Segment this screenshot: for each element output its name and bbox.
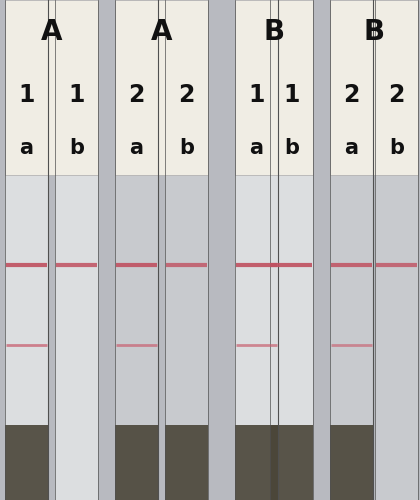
Bar — [235, 0, 313, 175]
Text: a: a — [129, 138, 144, 158]
Text: B: B — [263, 18, 285, 46]
Text: 1: 1 — [68, 83, 85, 107]
Bar — [5, 425, 48, 500]
Text: A: A — [41, 18, 62, 46]
Bar — [5, 0, 48, 500]
Bar — [270, 425, 313, 500]
Bar — [5, 0, 98, 175]
Text: 2: 2 — [178, 83, 195, 107]
Bar — [165, 425, 208, 500]
Text: a: a — [344, 138, 359, 158]
Text: b: b — [69, 138, 84, 158]
Bar — [270, 0, 313, 500]
Text: 2: 2 — [343, 83, 360, 107]
Text: 2: 2 — [388, 83, 405, 107]
Bar — [165, 0, 208, 500]
Bar — [115, 0, 208, 175]
Text: 1: 1 — [18, 83, 35, 107]
Text: b: b — [284, 138, 299, 158]
Bar — [115, 425, 158, 500]
Text: 2: 2 — [129, 83, 144, 107]
Text: B: B — [363, 18, 385, 46]
Bar — [330, 0, 373, 500]
Bar — [330, 425, 373, 500]
Bar — [55, 0, 98, 500]
Bar — [115, 0, 158, 500]
Bar — [330, 0, 418, 175]
Text: a: a — [249, 138, 263, 158]
Bar — [235, 425, 278, 500]
Bar — [235, 0, 278, 500]
Text: b: b — [389, 138, 404, 158]
Bar — [375, 0, 418, 500]
Text: b: b — [179, 138, 194, 158]
Text: a: a — [19, 138, 34, 158]
Text: A: A — [151, 18, 172, 46]
Text: 1: 1 — [284, 83, 300, 107]
Text: 1: 1 — [248, 83, 265, 107]
